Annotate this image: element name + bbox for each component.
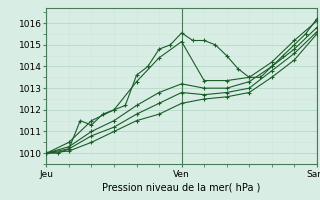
X-axis label: Pression niveau de la mer( hPa ): Pression niveau de la mer( hPa ) — [102, 183, 261, 193]
